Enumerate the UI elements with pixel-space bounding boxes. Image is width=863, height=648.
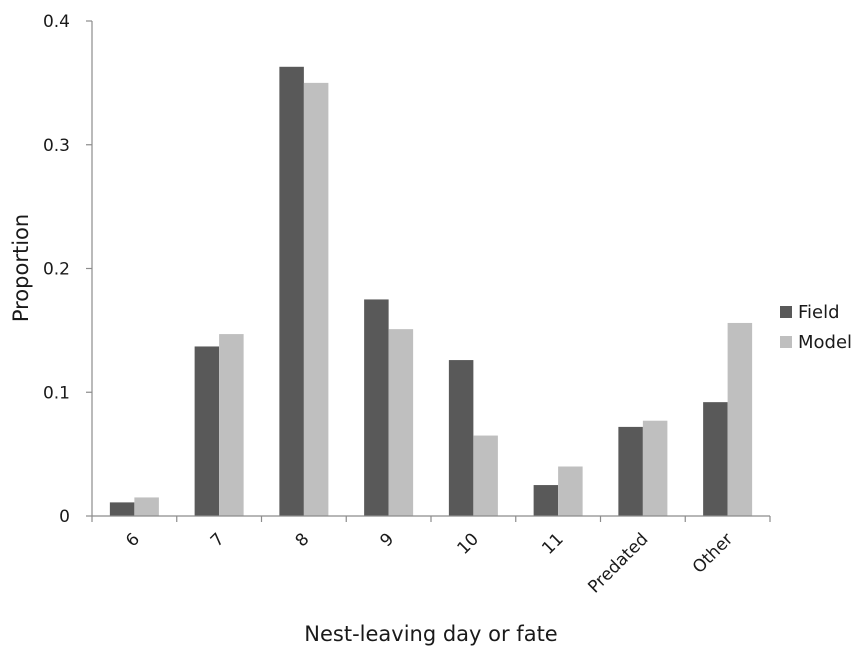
bars [109,66,753,516]
x-tick-label: 10 [453,529,482,558]
bar-model-other [727,322,753,516]
bar-model-9 [388,329,414,516]
x-tick-label: Predated [584,529,652,597]
bar-model-11 [558,466,583,516]
y-tick-label: 0.3 [43,136,70,156]
y-tick-label: 0.2 [43,260,70,280]
bar-field-8 [279,66,304,516]
bar-field-predated [618,426,643,516]
x-ticks: 6 7 8 9 10 11 Predated Other [91,516,771,597]
legend-label-field: Field [798,302,840,323]
legend-swatch-field [780,306,792,318]
bar-model-8 [303,82,329,516]
bar-model-7 [219,334,244,516]
y-tick-label: 0.1 [43,383,70,403]
x-tick-label: 8 [292,529,314,551]
bar-model-predated [642,420,668,516]
bar-model-6 [134,497,159,516]
x-tick-label: Other [689,529,737,577]
legend-label-model: Model [798,332,852,353]
x-axis-title: Nest-leaving day or fate [304,622,557,646]
bar-field-10 [448,360,474,516]
bar-field-other [703,402,728,516]
bar-model-10 [473,435,498,516]
y-ticks: 0 0.1 0.2 0.3 0.4 [43,12,92,527]
y-tick-label: 0 [59,507,70,527]
bar-field-6 [109,502,135,516]
x-tick-label: 7 [207,529,229,551]
bar-field-9 [364,299,389,516]
y-axis-title: Proportion [9,214,33,322]
x-tick-label: 9 [376,529,398,551]
bar-field-11 [533,485,559,516]
y-tick-label: 0.4 [43,12,70,32]
x-tick-label: 6 [122,529,144,551]
bar-field-7 [194,346,220,516]
axes [91,21,770,517]
x-tick-label: 11 [538,529,567,558]
legend: Field Model [780,302,852,353]
legend-swatch-model [780,336,792,348]
